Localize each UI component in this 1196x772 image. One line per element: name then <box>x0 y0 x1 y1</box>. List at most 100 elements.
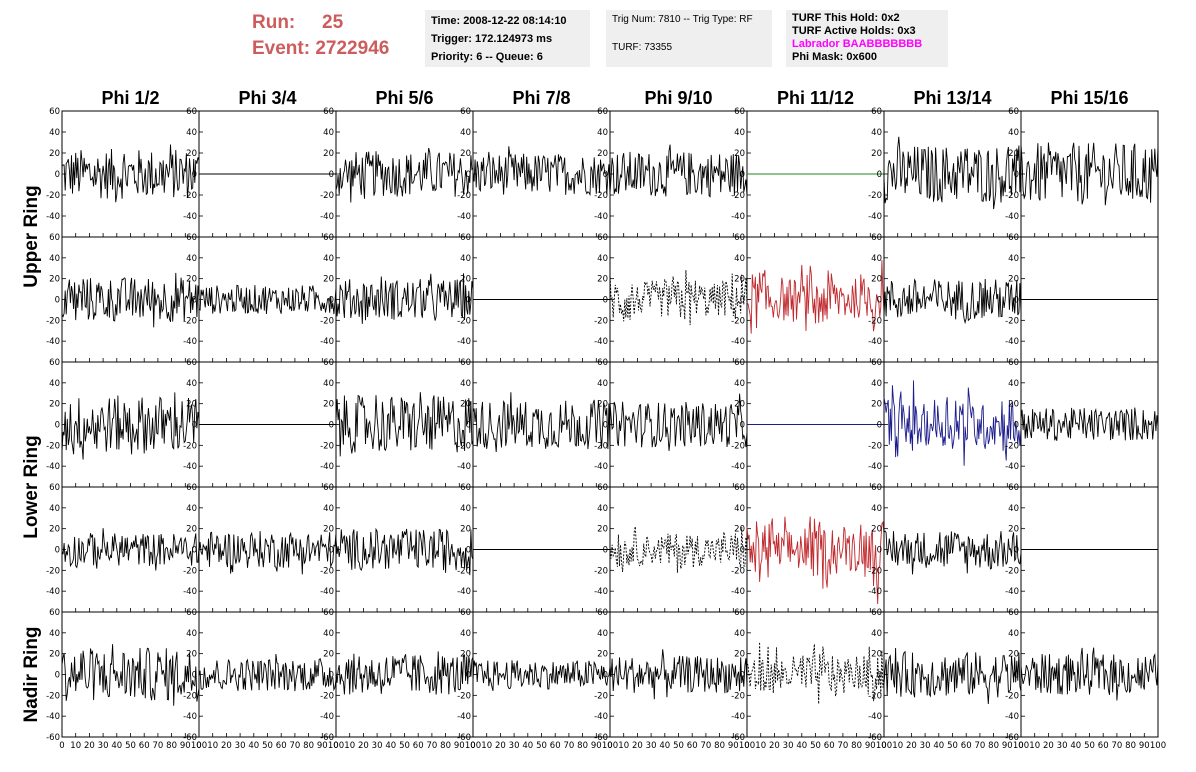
y-tick-label: -20 <box>868 691 882 701</box>
y-tick-label: 20 <box>597 275 608 285</box>
x-tick-label: 20 <box>1043 741 1054 751</box>
y-tick-label: -60 <box>457 733 471 743</box>
waveform-trace <box>472 146 611 197</box>
waveform-trace <box>1020 142 1159 206</box>
y-tick-label: 0 <box>329 671 334 681</box>
y-tick-label: -20 <box>183 316 197 326</box>
y-tick-label: 0 <box>877 170 882 180</box>
x-tick-label: 20 <box>221 741 232 751</box>
x-tick-label: 80 <box>714 741 725 751</box>
x-tick-label: 60 <box>687 741 698 751</box>
x-tick-label: 60 <box>824 741 835 751</box>
y-tick-label: 0 <box>1014 296 1019 306</box>
y-tick-label: -20 <box>731 566 745 576</box>
x-tick-label: 30 <box>235 741 246 751</box>
y-tick-label: 40 <box>323 128 334 138</box>
x-tick-label: 50 <box>1084 741 1095 751</box>
y-tick-label: 60 <box>49 233 60 243</box>
x-tick-label: 60 <box>961 741 972 751</box>
turf-active-holds-text: TURF Active Holds: 0x3 <box>792 25 916 37</box>
waveform-trace <box>609 393 748 451</box>
x-tick-label: 0 <box>744 741 749 751</box>
y-tick-label: 20 <box>734 525 745 535</box>
x-tick-label: 90 <box>591 741 602 751</box>
x-tick-label: 90 <box>728 741 739 751</box>
x-tick-label: 60 <box>276 741 287 751</box>
y-tick-label: 40 <box>1008 629 1019 639</box>
y-tick-label: -20 <box>594 441 608 451</box>
x-tick-label: 90 <box>1139 741 1150 751</box>
y-tick-label: 40 <box>460 629 471 639</box>
y-tick-label: -60 <box>183 733 197 743</box>
y-tick-label: 0 <box>877 546 882 556</box>
y-tick-label: 0 <box>740 296 745 306</box>
y-tick-label: 20 <box>460 149 471 159</box>
y-tick-label: -40 <box>183 337 197 347</box>
y-tick-label: 0 <box>55 170 60 180</box>
y-tick-label: -60 <box>320 733 334 743</box>
y-tick-label: 60 <box>460 358 471 368</box>
x-tick-label: 100 <box>739 741 755 751</box>
y-tick-label: -40 <box>183 212 197 222</box>
y-tick-label: 0 <box>466 296 471 306</box>
y-tick-label: 60 <box>734 233 745 243</box>
x-tick-label: 100 <box>602 741 618 751</box>
y-tick-label: -40 <box>1005 212 1019 222</box>
waveform-trace <box>198 653 337 692</box>
x-tick-label: 10 <box>755 741 766 751</box>
waveform-trace <box>61 144 200 203</box>
y-tick-label: -20 <box>183 441 197 451</box>
column-title: Phi 5/6 <box>375 88 433 108</box>
waveform-trace <box>1020 647 1159 701</box>
y-tick-label: -40 <box>868 212 882 222</box>
waveform-trace <box>883 136 1022 210</box>
waveform-trace <box>609 270 748 326</box>
column-title: Phi 7/8 <box>512 88 570 108</box>
y-tick-label: 20 <box>186 149 197 159</box>
y-tick-label: -20 <box>183 191 197 201</box>
y-tick-label: 20 <box>186 275 197 285</box>
x-tick-label: 40 <box>933 741 944 751</box>
y-tick-label: -20 <box>1005 566 1019 576</box>
y-tick-label: 0 <box>55 296 60 306</box>
y-tick-label: 60 <box>734 358 745 368</box>
x-tick-label: 100 <box>191 741 207 751</box>
y-tick-label: -40 <box>1005 462 1019 472</box>
x-tick-label: 30 <box>920 741 931 751</box>
y-tick-label: 0 <box>1014 671 1019 681</box>
waveform-trace <box>61 644 200 706</box>
waveform-trace <box>335 527 474 576</box>
waveform-trace <box>335 273 474 324</box>
y-tick-label: 20 <box>871 149 882 159</box>
y-tick-label: 60 <box>49 608 60 618</box>
priority-queue-text: Priority: 6 -- Queue: 6 <box>431 51 543 63</box>
y-tick-label: 60 <box>186 358 197 368</box>
trigger-text: Trigger: 172.124973 ms <box>431 33 553 45</box>
x-tick-label: 100 <box>1013 741 1029 751</box>
y-tick-label: 60 <box>1008 483 1019 493</box>
y-tick-label: 40 <box>1008 504 1019 514</box>
x-tick-label: 20 <box>84 741 95 751</box>
y-tick-label: 40 <box>460 379 471 389</box>
y-tick-label: -40 <box>731 462 745 472</box>
panel-frame <box>746 611 885 738</box>
y-tick-label: 40 <box>734 379 745 389</box>
y-tick-label: 0 <box>740 421 745 431</box>
x-tick-label: 40 <box>1070 741 1081 751</box>
y-tick-label: -20 <box>594 691 608 701</box>
y-tick-label: 20 <box>597 525 608 535</box>
x-tick-label: 10 <box>344 741 355 751</box>
y-tick-label: 60 <box>597 483 608 493</box>
trig-num-type-text: Trig Num: 7810 -- Trig Type: RF <box>612 14 753 25</box>
y-tick-label: 60 <box>49 483 60 493</box>
y-tick-label: -20 <box>868 441 882 451</box>
ring-label: Lower Ring <box>21 435 42 538</box>
y-tick-label: 20 <box>186 525 197 535</box>
y-tick-label: 40 <box>186 504 197 514</box>
y-tick-label: 20 <box>460 275 471 285</box>
run-value: 25 <box>322 12 344 33</box>
x-tick-label: 50 <box>810 741 821 751</box>
panel-frame <box>1020 361 1159 488</box>
y-tick-label: 60 <box>186 608 197 618</box>
y-tick-label: -60 <box>46 733 60 743</box>
